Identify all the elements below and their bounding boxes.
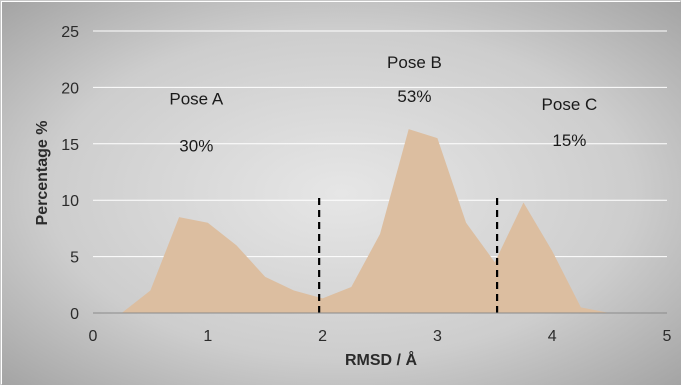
y-tick-label: 20: [61, 80, 79, 97]
gridlines: [93, 30, 667, 258]
y-tick-label: 10: [61, 193, 79, 210]
pose-percent: 15%: [552, 131, 586, 150]
pose-label: Pose A: [169, 89, 224, 108]
x-tick-label: 5: [663, 328, 672, 345]
pose-percent: 53%: [397, 87, 431, 106]
pose-percent: 30%: [179, 137, 213, 156]
axes: 0 1 2 3 4 5 0 5 10 15 20 25: [61, 24, 671, 345]
x-tick-label: 4: [548, 328, 557, 345]
x-tick-label: 0: [89, 328, 98, 345]
y-tick-label: 5: [70, 250, 79, 267]
y-tick-label: 0: [70, 306, 79, 323]
x-axis-title: RMSD / Å: [345, 350, 417, 369]
x-tick-label: 2: [318, 328, 327, 345]
y-tick-label: 15: [61, 137, 79, 154]
y-axis-title: Percentage %: [34, 121, 51, 226]
y-tick-label: 25: [61, 24, 79, 41]
pose-label: Pose B: [387, 53, 442, 72]
area-series-fill: [121, 129, 610, 313]
annotations: Pose A 30% Pose B 53% Pose C 15%: [169, 53, 597, 155]
area-series: [121, 129, 610, 313]
x-tick-label: 1: [203, 328, 212, 345]
pose-label: Pose C: [542, 95, 598, 114]
x-tick-label: 3: [433, 328, 442, 345]
